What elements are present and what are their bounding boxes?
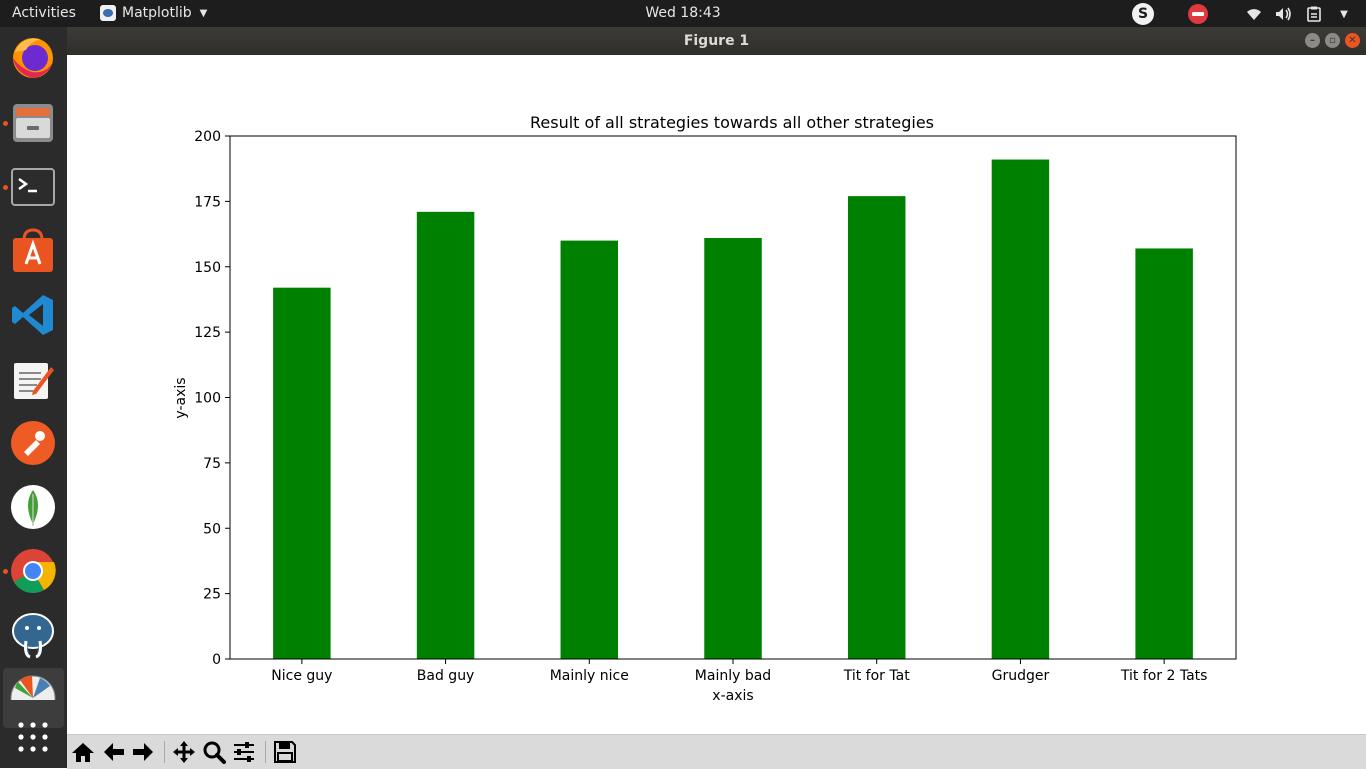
- home-icon: [72, 743, 94, 762]
- matplotlib-icon: [10, 675, 56, 700]
- terminal-icon: [11, 168, 55, 206]
- files-launcher[interactable]: [9, 98, 57, 146]
- x-tick-label: Mainly nice: [550, 668, 629, 684]
- running-indicator: [3, 185, 8, 190]
- y-tick-label: 100: [194, 391, 221, 407]
- activities-button[interactable]: Activities: [12, 5, 76, 21]
- bar-mainly-bad: [704, 237, 762, 660]
- back-button[interactable]: [101, 739, 127, 765]
- bar-mainly-nice: [560, 240, 619, 659]
- home-button[interactable]: [70, 739, 96, 765]
- sliders-icon: [234, 742, 254, 762]
- y-tick-label: 75: [203, 456, 221, 472]
- toolbar-separator: [164, 741, 165, 763]
- minimize-button[interactable]: –: [1305, 33, 1320, 48]
- running-indicator: [3, 569, 8, 574]
- bar-nice-guy: [273, 287, 331, 659]
- forward-button[interactable]: [130, 739, 156, 765]
- y-tick-label: 50: [203, 521, 221, 537]
- x-axis-label: x-axis: [712, 688, 753, 704]
- y-axis-label: y-axis: [173, 377, 189, 418]
- mongodb-launcher[interactable]: [9, 483, 57, 531]
- running-indicator: [3, 121, 8, 126]
- firefox-launcher[interactable]: [9, 33, 57, 81]
- postman-launcher[interactable]: [9, 419, 57, 467]
- pan-button[interactable]: [171, 739, 197, 765]
- close-button[interactable]: ✕: [1345, 33, 1360, 48]
- chrome-launcher[interactable]: [9, 547, 57, 595]
- postgresql-icon: [12, 613, 54, 659]
- vscode-icon: [12, 295, 53, 335]
- window-title: Figure 1: [683, 33, 750, 49]
- chevron-down-icon: ▼: [199, 7, 208, 19]
- bar-bad-guy: [416, 211, 475, 659]
- files-icon: [13, 104, 53, 142]
- bar-tit-for-tat: [847, 196, 906, 659]
- pgadmin-launcher[interactable]: [9, 611, 57, 659]
- matplotlib-launcher[interactable]: [9, 669, 57, 717]
- terminal-launcher[interactable]: [9, 163, 57, 211]
- y-tick-label: 200: [194, 129, 221, 145]
- software-center-launcher[interactable]: [9, 227, 57, 275]
- zoom-button[interactable]: [201, 739, 227, 765]
- postman-icon: [11, 421, 55, 465]
- software-center-icon: [13, 228, 53, 272]
- toolbar-separator: [265, 741, 266, 763]
- app-grid-icon: [18, 722, 48, 752]
- y-tick-label: 25: [203, 587, 221, 603]
- clipboard-icon[interactable]: [1304, 4, 1324, 24]
- no-entry-icon[interactable]: [1188, 4, 1208, 24]
- x-tick-label: Nice guy: [271, 668, 332, 684]
- vscode-launcher[interactable]: [9, 291, 57, 339]
- dock: [0, 27, 67, 768]
- bar-grudger: [991, 159, 1050, 659]
- y-tick-label: 0: [212, 652, 221, 668]
- save-button[interactable]: [272, 739, 298, 765]
- mongodb-icon: [11, 485, 55, 529]
- window-title-bar[interactable]: Figure 1 – ▫ ✕: [67, 27, 1366, 55]
- app-menu[interactable]: Matplotlib ▼: [100, 5, 207, 21]
- y-tick-label: 125: [194, 325, 221, 341]
- maximize-button[interactable]: ▫: [1325, 33, 1340, 48]
- show-applications-button[interactable]: [9, 713, 57, 761]
- app-menu-label: Matplotlib: [122, 5, 192, 21]
- chart-title: Result of all strategies towards all oth…: [530, 113, 934, 132]
- window-controls: – ▫ ✕: [1305, 33, 1360, 48]
- y-tick-label: 150: [194, 260, 221, 276]
- top-bar: Activities Matplotlib ▼ Wed 18:43 S ▼: [0, 0, 1366, 27]
- arrow-left-icon: [104, 743, 124, 761]
- firefox-icon: [13, 38, 53, 78]
- x-tick-label: Tit for 2 Tats: [1120, 668, 1208, 684]
- x-tick-label: Bad guy: [417, 668, 475, 684]
- y-tick-label: 175: [194, 194, 221, 210]
- wifi-icon[interactable]: [1244, 4, 1264, 24]
- system-tray: S ▼: [1132, 3, 1354, 25]
- configure-subplots-button[interactable]: [231, 739, 257, 765]
- save-disk-icon: [274, 741, 296, 763]
- matplotlib-toolbar: [67, 734, 1366, 769]
- chrome-icon: [11, 549, 56, 593]
- figure-canvas[interactable]: Result of all strategies towards all oth…: [67, 55, 1366, 734]
- volume-icon[interactable]: [1274, 4, 1294, 24]
- matplotlib-app-icon: [100, 5, 116, 21]
- bar-chart: Result of all strategies towards all oth…: [173, 113, 1237, 704]
- arrow-right-icon: [133, 743, 153, 761]
- x-tick-label: Mainly bad: [695, 668, 771, 684]
- text-editor-icon: [14, 363, 54, 399]
- x-tick-label: Tit for Tat: [843, 668, 910, 684]
- x-tick-label: Grudger: [992, 668, 1050, 684]
- text-editor-launcher[interactable]: [9, 355, 57, 403]
- magnifier-icon: [203, 741, 226, 764]
- bar-tit-for-2-tats: [1135, 248, 1193, 659]
- system-menu-icon[interactable]: ▼: [1340, 8, 1348, 20]
- move-arrows-icon: [173, 741, 195, 763]
- skype-icon[interactable]: S: [1132, 3, 1154, 25]
